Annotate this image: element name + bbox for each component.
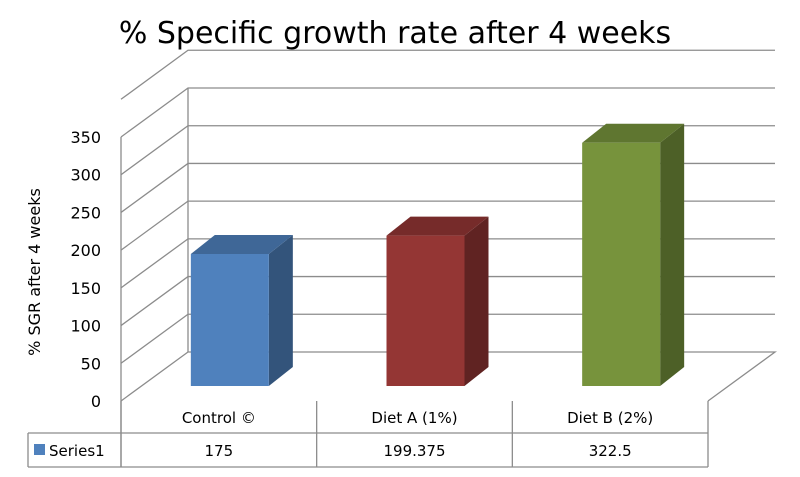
y-ticks: 0 50 100 150 200 250 300 350 [70,128,101,411]
bar-top [190,235,293,254]
bar-front [190,254,269,386]
back-wall [120,88,189,401]
y-axis-label: % SGR after 4 weeks [25,188,44,356]
bars [190,123,685,386]
data-label: 199.375 [383,442,445,460]
gridlines [120,49,777,402]
gridline [120,275,775,327]
category-label: Control © [182,409,256,427]
gridline [120,162,775,213]
bar [386,216,489,386]
gridline [120,313,775,364]
bar-front [386,235,465,386]
y-tick-label: 200 [70,241,101,260]
gridline [120,238,775,289]
category-label: Diet A (1%) [371,409,457,427]
data-label: 175 [205,442,234,460]
legend-swatch [34,444,45,455]
bar-front [582,142,661,386]
category-label: Diet B (2%) [567,409,653,427]
y-tick-label: 350 [70,128,101,147]
gridline [120,49,775,100]
y-tick-label: 150 [70,279,101,298]
y-tick-label: 250 [70,203,101,222]
data-table: Control © 175 Diet A (1%) 199.375 Diet B (2%… [27,401,709,468]
y-tick-label: 0 [91,392,101,411]
data-label: 322.5 [589,442,632,460]
bar-side [268,235,293,386]
bar-side [660,123,685,386]
gridline [120,200,775,251]
bar-top [582,123,685,143]
legend-entry: Series1 [49,442,105,460]
bar-top [386,216,489,236]
gridline [120,125,775,176]
chart-title: % Specific growth rate after 4 weeks [119,16,671,51]
bar-side [464,216,489,386]
gridline [120,87,775,138]
y-tick-label: 300 [70,166,101,185]
bar [582,123,685,386]
y-tick-label: 50 [81,354,101,373]
y-tick-label: 100 [70,317,101,336]
bar [190,235,293,386]
